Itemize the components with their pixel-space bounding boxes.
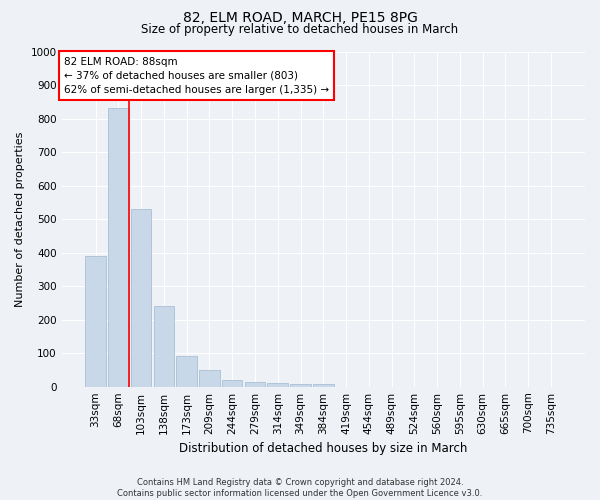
Text: 82, ELM ROAD, MARCH, PE15 8PG: 82, ELM ROAD, MARCH, PE15 8PG: [182, 11, 418, 25]
X-axis label: Distribution of detached houses by size in March: Distribution of detached houses by size …: [179, 442, 467, 455]
Y-axis label: Number of detached properties: Number of detached properties: [15, 132, 25, 307]
Bar: [245, 382, 265, 386]
Bar: [108, 108, 128, 386]
Bar: [176, 356, 197, 386]
Bar: [290, 384, 311, 386]
Bar: [199, 370, 220, 386]
Text: 82 ELM ROAD: 88sqm
← 37% of detached houses are smaller (803)
62% of semi-detach: 82 ELM ROAD: 88sqm ← 37% of detached hou…: [64, 56, 329, 94]
Text: Size of property relative to detached houses in March: Size of property relative to detached ho…: [142, 22, 458, 36]
Bar: [131, 209, 151, 386]
Bar: [268, 382, 288, 386]
Bar: [85, 256, 106, 386]
Bar: [222, 380, 242, 386]
Bar: [313, 384, 334, 386]
Bar: [154, 306, 174, 386]
Text: Contains HM Land Registry data © Crown copyright and database right 2024.
Contai: Contains HM Land Registry data © Crown c…: [118, 478, 482, 498]
